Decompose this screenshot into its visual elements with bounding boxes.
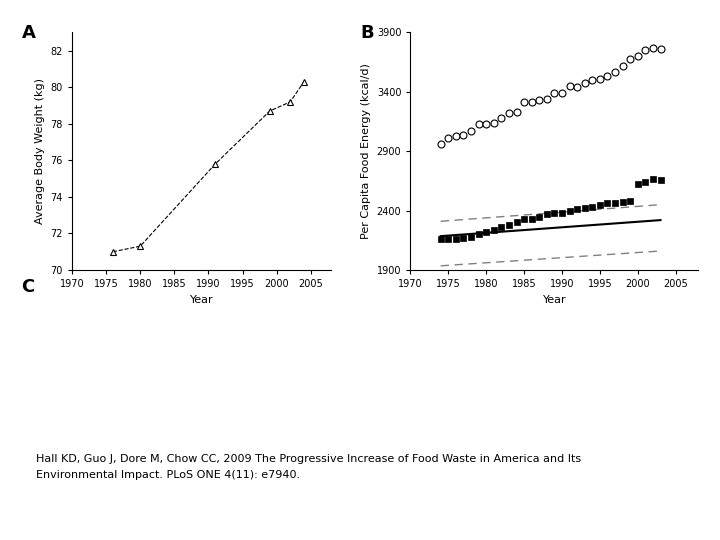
X-axis label: Year: Year	[190, 295, 213, 305]
X-axis label: Year: Year	[543, 295, 566, 305]
Text: C: C	[22, 278, 35, 296]
Y-axis label: Per Capita Food Energy (kcal/d): Per Capita Food Energy (kcal/d)	[361, 63, 372, 239]
Text: A: A	[22, 24, 35, 42]
Text: Environmental Impact. PLoS ONE 4(11): e7940.: Environmental Impact. PLoS ONE 4(11): e7…	[36, 470, 300, 480]
Y-axis label: Average Body Weight (kg): Average Body Weight (kg)	[35, 78, 45, 224]
Text: Hall KD, Guo J, Dore M, Chow CC, 2009 The Progressive Increase of Food Waste in : Hall KD, Guo J, Dore M, Chow CC, 2009 Th…	[36, 454, 581, 464]
Text: B: B	[360, 24, 374, 42]
